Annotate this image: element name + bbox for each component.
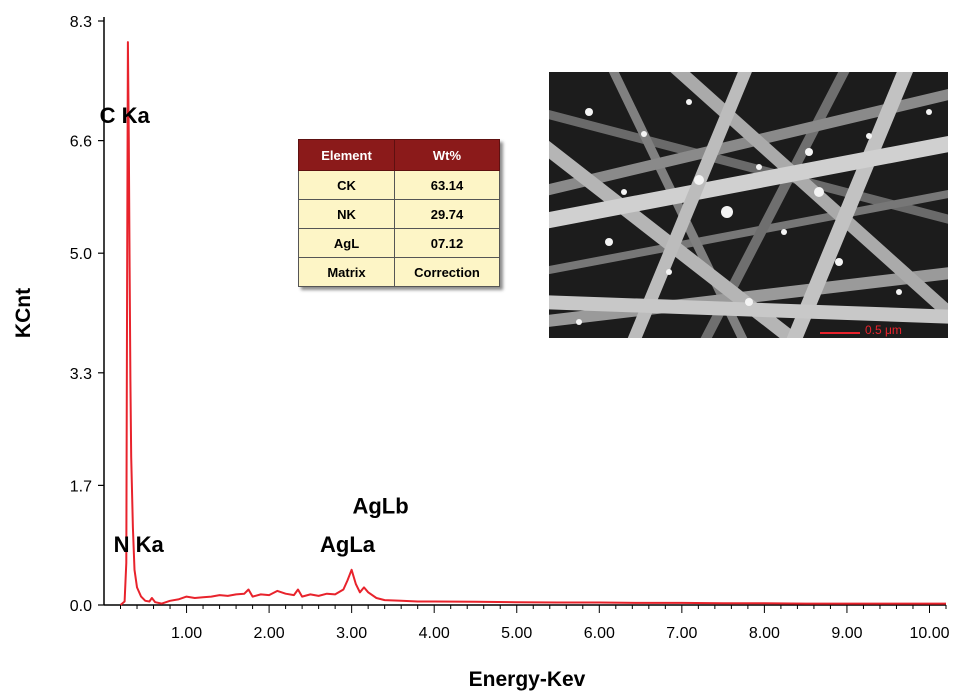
table-row: Matrix Correction <box>298 257 500 287</box>
y-tick-label: 6.6 <box>70 134 92 151</box>
table-cell: CK <box>298 170 395 200</box>
table-cell: Correction <box>394 257 500 287</box>
x-tick-label: 10.00 <box>909 625 949 642</box>
fiber-mesh <box>549 72 948 338</box>
y-tick-label: 8.3 <box>70 14 92 31</box>
y-tick-label: 0.0 <box>70 598 92 615</box>
table-row: CK 63.14 <box>298 170 500 200</box>
table-header-wt: Wt% <box>394 139 500 171</box>
x-tick-label: 1.00 <box>171 625 202 642</box>
y-tick-label: 3.3 <box>70 366 92 383</box>
peak-label: AgLa <box>320 532 376 557</box>
spectrum-line <box>119 41 946 606</box>
table-cell: 29.74 <box>394 199 500 229</box>
table-header-element: Element <box>298 139 395 171</box>
table-row: NK 29.74 <box>298 199 500 229</box>
table-header-row: Element Wt% <box>298 139 500 171</box>
peak-label: AgLb <box>352 494 408 519</box>
table-cell: NK <box>298 199 395 229</box>
y-axis-label: KCnt <box>12 288 35 338</box>
series <box>119 41 946 606</box>
peak-annotations: C Ka N Ka AgLa AgLb <box>100 103 409 557</box>
table-cell: Matrix <box>298 257 395 287</box>
table-cell: 63.14 <box>394 170 500 200</box>
silver-nanoparticles <box>576 99 932 325</box>
composition-table: Element Wt% CK 63.14 NK 29.74 AgL 07.12 … <box>298 139 500 287</box>
ticks: 0.0 1.7 3.3 5.0 6.6 8.3 1.00 2.00 3.00 4.00 5.00 6.… <box>70 14 950 642</box>
scale-bar-label: 0.5 μm <box>865 323 902 337</box>
x-tick-label: 5.00 <box>501 625 532 642</box>
x-tick-label: 2.00 <box>254 625 285 642</box>
sem-micrograph: 0.5 μm <box>549 72 948 338</box>
table-row: AgL 07.12 <box>298 228 500 258</box>
peak-label: C Ka <box>100 103 151 128</box>
table-cell: AgL <box>298 228 395 258</box>
axes <box>103 17 946 606</box>
x-tick-label: 9.00 <box>831 625 862 642</box>
y-tick-label: 5.0 <box>70 246 92 263</box>
table-cell: 07.12 <box>394 228 500 258</box>
x-tick-label: 7.00 <box>666 625 697 642</box>
x-tick-label: 8.00 <box>749 625 780 642</box>
x-axis-label: Energy-Kev <box>469 668 586 691</box>
y-tick-label: 1.7 <box>70 478 92 495</box>
x-tick-label: 3.00 <box>336 625 367 642</box>
peak-label: N Ka <box>114 532 165 557</box>
x-tick-label: 6.00 <box>584 625 615 642</box>
x-tick-label: 4.00 <box>419 625 450 642</box>
